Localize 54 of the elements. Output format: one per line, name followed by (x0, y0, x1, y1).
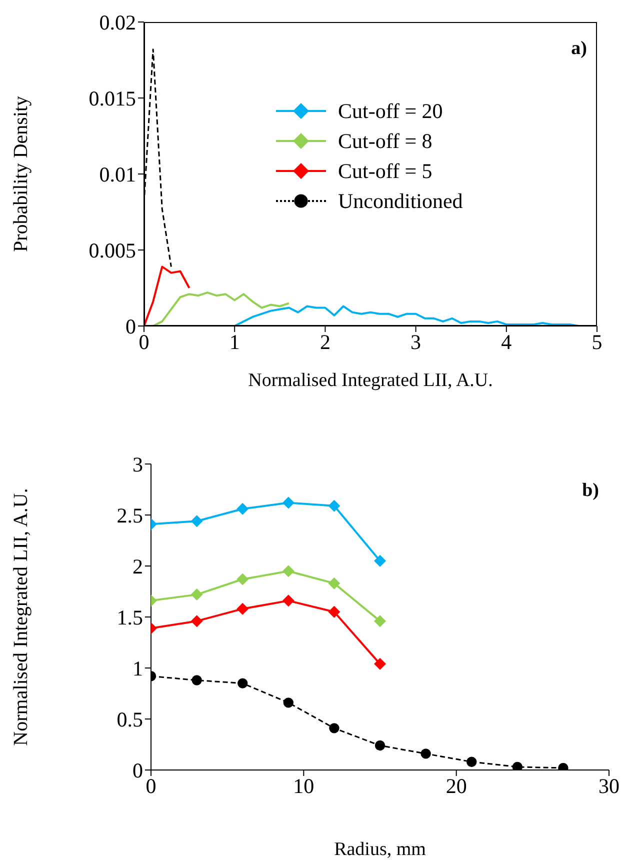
point (190, 588, 203, 601)
point (190, 615, 203, 628)
point (374, 554, 386, 567)
point (374, 658, 386, 670)
x-tick-label: 20 (446, 774, 467, 798)
point (238, 678, 248, 688)
point (236, 573, 249, 586)
point (328, 500, 340, 512)
x-axis-title: Radius, mm (334, 839, 426, 860)
y-axis-title: Normalised Integrated LII, A.U. (10, 488, 32, 746)
point (328, 577, 340, 590)
y-tick-label: 0.02 (99, 10, 136, 34)
annotation: a) (571, 38, 587, 60)
y-tick-label: 2.5 (116, 503, 143, 528)
point (328, 606, 340, 618)
line-series (144, 266, 190, 326)
y-tick-label: 1.5 (116, 605, 143, 630)
legend-label: Unconditioned (338, 188, 463, 214)
point (282, 594, 294, 607)
y-tick-label: 0.015 (88, 86, 136, 110)
x-tick-label: 1 (229, 330, 240, 354)
point (374, 740, 386, 751)
x-tick-label: 5 (592, 330, 602, 354)
point (374, 615, 386, 628)
y-tick-label: 0 (132, 758, 143, 782)
point (192, 675, 202, 686)
y-tick-label: 0.01 (99, 162, 136, 186)
point (329, 723, 340, 734)
x-tick-label: 10 (293, 774, 314, 798)
point (420, 748, 431, 759)
x-tick-label: 30 (598, 774, 620, 798)
y-tick-label: 2 (132, 554, 143, 578)
x-tick-label: 3 (410, 330, 422, 354)
point (466, 756, 477, 767)
x-tick-label: 4 (501, 330, 512, 354)
line-series (152, 292, 290, 326)
y-axis-title: Probability Density (10, 96, 32, 252)
annotation: b) (582, 480, 599, 502)
y-tick-label: 1 (132, 656, 143, 680)
point (236, 502, 249, 515)
y-tick-label: 0.005 (88, 238, 136, 262)
point (282, 565, 294, 578)
x-axis-title: Normalised Integrated LII, A.U. (248, 370, 493, 391)
point (190, 515, 203, 528)
point (283, 698, 294, 708)
legend-label: Cut-off = 20 (338, 98, 443, 124)
x-tick-label: 2 (320, 330, 330, 354)
y-tick-label: 3 (132, 452, 143, 476)
legend-label: Cut-off = 8 (338, 128, 432, 154)
point (282, 496, 294, 509)
point (236, 602, 249, 615)
y-tick-label: 0.5 (116, 707, 143, 732)
legend-label: Cut-off = 5 (338, 158, 432, 184)
y-tick-label: 0 (126, 314, 136, 338)
